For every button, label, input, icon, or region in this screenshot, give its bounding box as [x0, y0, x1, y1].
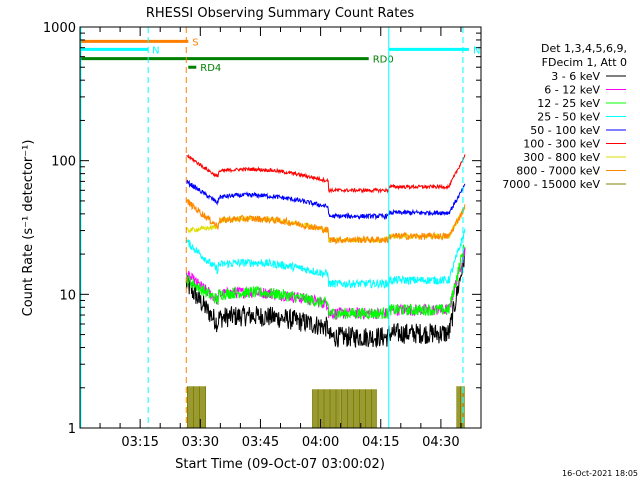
series-line [185, 247, 466, 349]
legend-entry: 12 - 25 keV [537, 97, 600, 110]
flag-label: S [192, 37, 198, 48]
legend-header: Det 1,3,4,5,6,9, [541, 42, 627, 55]
y-tick-label: 1 [68, 422, 76, 437]
flag-label: RD0 [373, 55, 394, 66]
y-axis-label: Count Rate (s⁻¹ detector⁻¹) [21, 140, 36, 317]
series-line [186, 153, 466, 194]
series-line [185, 244, 466, 320]
series-group [185, 153, 466, 428]
flag-label: RD4 [200, 63, 221, 74]
y-tick-label: 100 [51, 155, 76, 170]
legend-entry: 100 - 300 keV [523, 138, 600, 151]
legend-entry: 800 - 7000 keV [516, 165, 600, 178]
y-tick-label: 1000 [43, 21, 76, 36]
legend-header: FDecim 1, Att 0 [542, 56, 627, 69]
legend-entry: 50 - 100 keV [530, 124, 600, 137]
legend-entry: 300 - 800 keV [523, 151, 600, 164]
x-tick-label: 03:45 [242, 435, 279, 450]
series-line [185, 228, 466, 290]
x-tick-label: 03:30 [182, 435, 219, 450]
legend: Det 1,3,4,5,6,9,FDecim 1, Att 03 - 6 keV… [502, 42, 627, 191]
x-tick-label: 03:15 [121, 435, 158, 450]
legend-entry: 3 - 6 keV [551, 70, 600, 83]
flag-label: N [473, 45, 480, 56]
series-line [187, 386, 465, 428]
legend-entry: 25 - 50 keV [537, 111, 600, 124]
instrument-flags: S N N RD0 RD4 [80, 37, 480, 74]
flag-label: N [152, 45, 159, 56]
y-tick-label: 10 [59, 288, 76, 303]
axes: 1 10 100 1000 03:15 03:30 03:45 04:00 04:15 04:30 [43, 21, 482, 450]
x-tick-label: 04:00 [302, 435, 339, 450]
x-tick-label: 04:30 [422, 435, 459, 450]
footer-timestamp: 16-Oct-2021 18:05 [562, 469, 638, 478]
x-axis-label: Start Time (09-Oct-07 03:00:02) [175, 457, 385, 472]
series-line [185, 198, 466, 245]
chart-title: RHESSI Observing Summary Count Rates [146, 6, 415, 21]
legend-entry: 6 - 12 keV [544, 84, 600, 97]
legend-entry: 7000 - 15000 keV [502, 178, 600, 191]
interval-markers [80, 27, 464, 428]
x-tick-label: 04:15 [362, 435, 399, 450]
series-line [185, 179, 466, 221]
